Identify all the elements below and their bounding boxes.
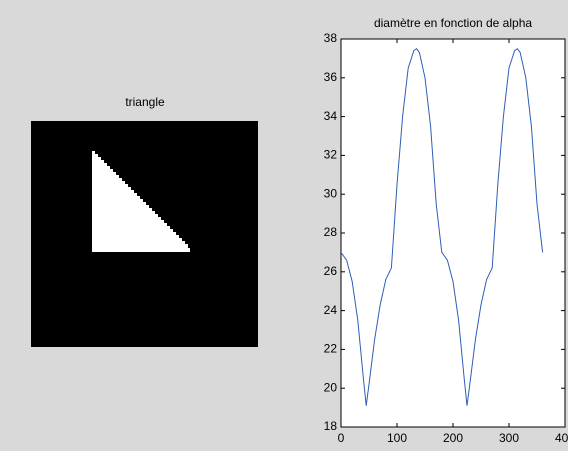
triangle [92, 151, 190, 252]
x-tick-label: 300 [499, 431, 519, 445]
y-tick-label: 32 [324, 148, 338, 162]
y-tick-label: 24 [324, 303, 338, 317]
y-tick-label: 38 [324, 31, 338, 45]
y-tick-label: 30 [324, 186, 338, 200]
line-series [340, 48, 544, 406]
y-tick-label: 18 [324, 419, 338, 433]
y-tick-label: 28 [324, 225, 338, 239]
chart-title: diamètre en fonction de alpha [374, 16, 532, 30]
y-tick-label: 26 [324, 264, 338, 278]
y-tick-label: 34 [324, 109, 338, 123]
y-tick-label: 36 [324, 70, 338, 84]
x-tick-label: 0 [338, 431, 345, 445]
image-title: triangle [125, 95, 165, 109]
y-tick-label: 22 [324, 342, 338, 356]
x-tick-label: 100 [387, 431, 407, 445]
x-tick-label: 200 [443, 431, 463, 445]
plot-area [340, 38, 566, 428]
x-tick-label: 400 [555, 431, 568, 445]
y-tick-label: 20 [324, 380, 338, 394]
